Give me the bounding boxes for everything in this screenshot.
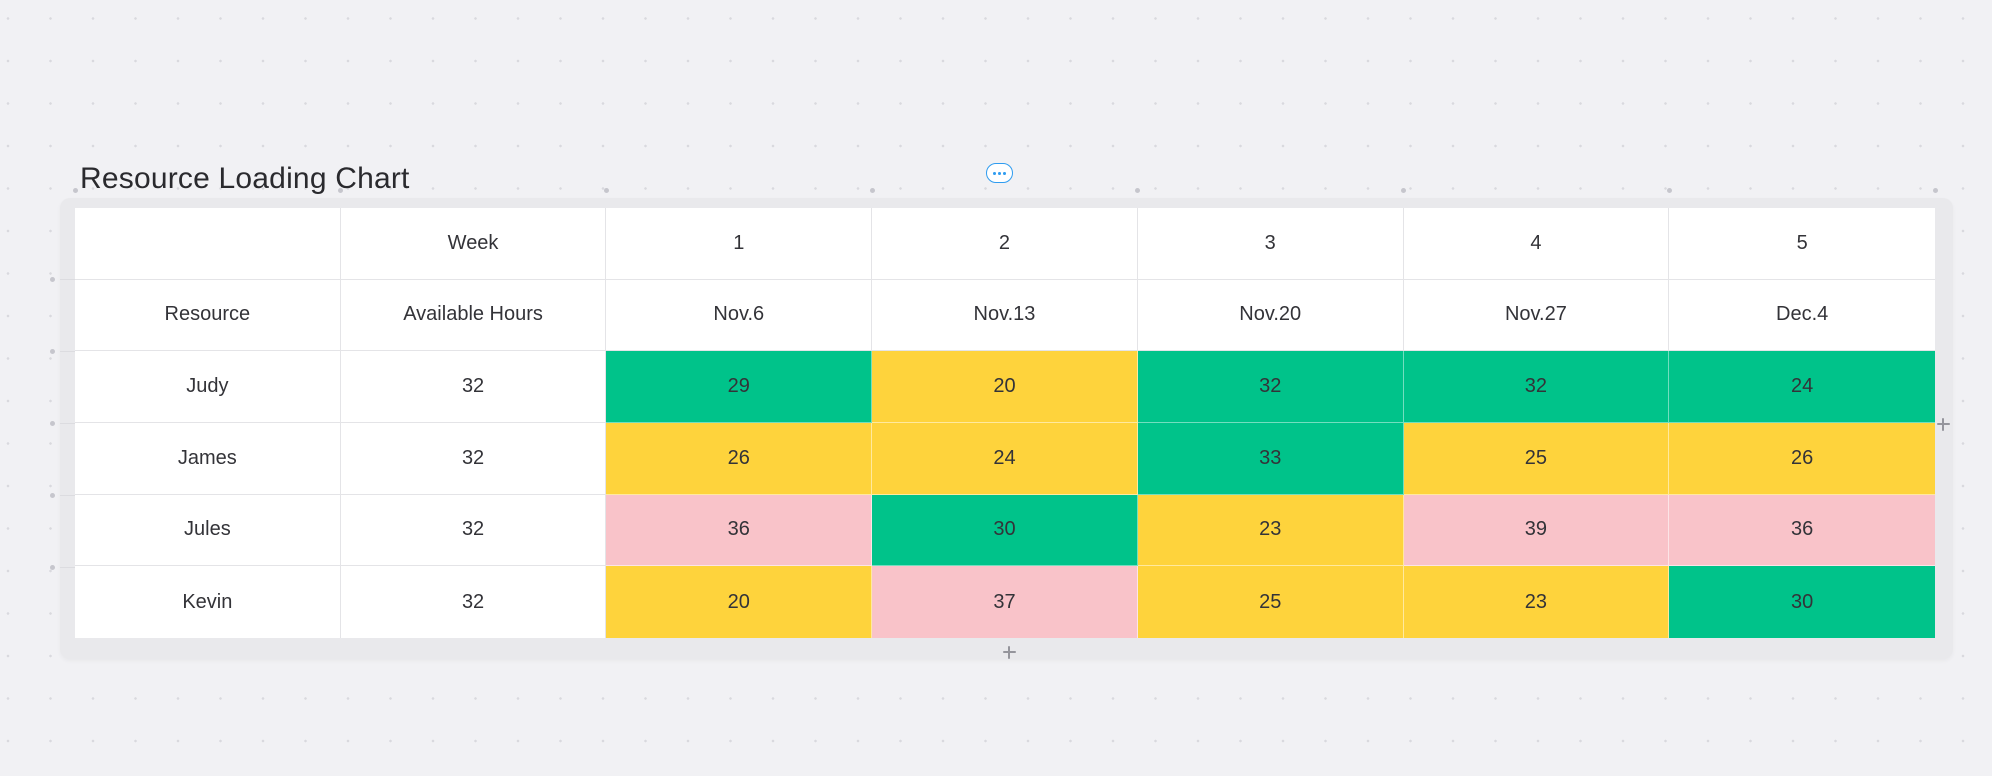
resource-name-cell[interactable]: Kevin <box>75 566 341 638</box>
resource-table: Week 1 2 3 4 5 Resource Available Hours Nov.6 Nov… <box>75 208 1935 638</box>
page-title: Resource Loading Chart <box>80 162 410 196</box>
load-cell[interactable]: 25 <box>1403 422 1670 495</box>
load-cell[interactable]: 20 <box>872 351 1138 423</box>
load-cell[interactable]: 26 <box>1669 422 1935 495</box>
column-guide-dot <box>1135 188 1141 193</box>
resource-header[interactable]: Resource <box>75 279 341 352</box>
load-cell[interactable]: 37 <box>872 566 1138 638</box>
corner-cell[interactable] <box>75 208 341 280</box>
load-cell[interactable]: 36 <box>1669 494 1935 567</box>
load-cell[interactable]: 24 <box>1669 351 1935 423</box>
column-guide-dot <box>338 188 344 193</box>
week-date-header[interactable]: Dec.4 <box>1669 280 1935 352</box>
load-cell[interactable]: 32 <box>1137 351 1404 423</box>
load-cell[interactable]: 23 <box>1137 494 1404 567</box>
ellipsis-icon <box>993 171 996 175</box>
load-cell[interactable]: 33 <box>1137 422 1404 495</box>
week-number-header[interactable]: 4 <box>1403 208 1670 280</box>
more-options-button[interactable] <box>986 163 1013 183</box>
load-cell[interactable]: 24 <box>872 422 1138 495</box>
available-hours-cell[interactable]: 32 <box>340 494 607 567</box>
load-cell[interactable]: 29 <box>606 351 873 423</box>
resource-name-cell[interactable]: Jules <box>75 494 341 567</box>
load-cell[interactable]: 25 <box>1137 566 1404 638</box>
week-label-header[interactable]: Week <box>340 208 607 280</box>
row-guide-dot <box>49 420 55 426</box>
column-guide-dot <box>869 188 875 193</box>
available-hours-cell[interactable]: 32 <box>341 566 607 638</box>
column-guide-dot <box>1932 188 1938 193</box>
column-guide-dot <box>72 188 78 193</box>
week-number-header[interactable]: 5 <box>1669 208 1935 280</box>
table-widget-frame[interactable]: Week 1 2 3 4 5 Resource Available Hours Nov.6 Nov… <box>60 198 1953 659</box>
week-date-header[interactable]: Nov.27 <box>1403 279 1670 352</box>
load-cell[interactable]: 36 <box>606 494 873 567</box>
row-border-stub <box>60 495 75 496</box>
row-guide-dot <box>49 276 55 282</box>
row-border-stub <box>60 351 75 352</box>
load-cell[interactable]: 32 <box>1403 351 1670 423</box>
row-guide-dot <box>49 492 55 498</box>
column-guide-dot <box>603 188 609 193</box>
week-number-header[interactable]: 3 <box>1137 208 1404 280</box>
resource-name-cell[interactable]: Judy <box>75 351 341 423</box>
resource-name-cell[interactable]: James <box>75 422 341 495</box>
column-guide-dot <box>1401 188 1407 193</box>
available-hours-header[interactable]: Available Hours <box>340 279 607 352</box>
ellipsis-icon <box>998 171 1001 175</box>
add-row-button[interactable] <box>1002 645 1016 659</box>
row-border-stub <box>60 567 75 568</box>
load-cell[interactable]: 26 <box>606 422 873 495</box>
row-border-stub <box>60 423 75 424</box>
load-cell[interactable]: 39 <box>1403 494 1670 567</box>
load-cell[interactable]: 20 <box>606 566 873 638</box>
week-date-header[interactable]: Nov.13 <box>872 279 1138 352</box>
load-cell[interactable]: 30 <box>872 494 1138 567</box>
add-column-button[interactable] <box>1936 417 1950 431</box>
week-date-header[interactable]: Nov.6 <box>606 279 873 352</box>
week-number-header[interactable]: 1 <box>606 208 873 280</box>
available-hours-cell[interactable]: 32 <box>340 351 607 423</box>
week-number-header[interactable]: 2 <box>872 208 1138 280</box>
row-border-stub <box>60 279 75 280</box>
ellipsis-icon <box>1003 171 1007 175</box>
row-guide-dot <box>49 564 55 570</box>
available-hours-cell[interactable]: 32 <box>340 422 607 495</box>
row-guide-dot <box>49 348 55 354</box>
week-date-header[interactable]: Nov.20 <box>1137 279 1404 352</box>
load-cell[interactable]: 23 <box>1403 566 1670 638</box>
load-cell[interactable]: 30 <box>1669 566 1935 638</box>
column-guide-dot <box>1666 188 1672 193</box>
